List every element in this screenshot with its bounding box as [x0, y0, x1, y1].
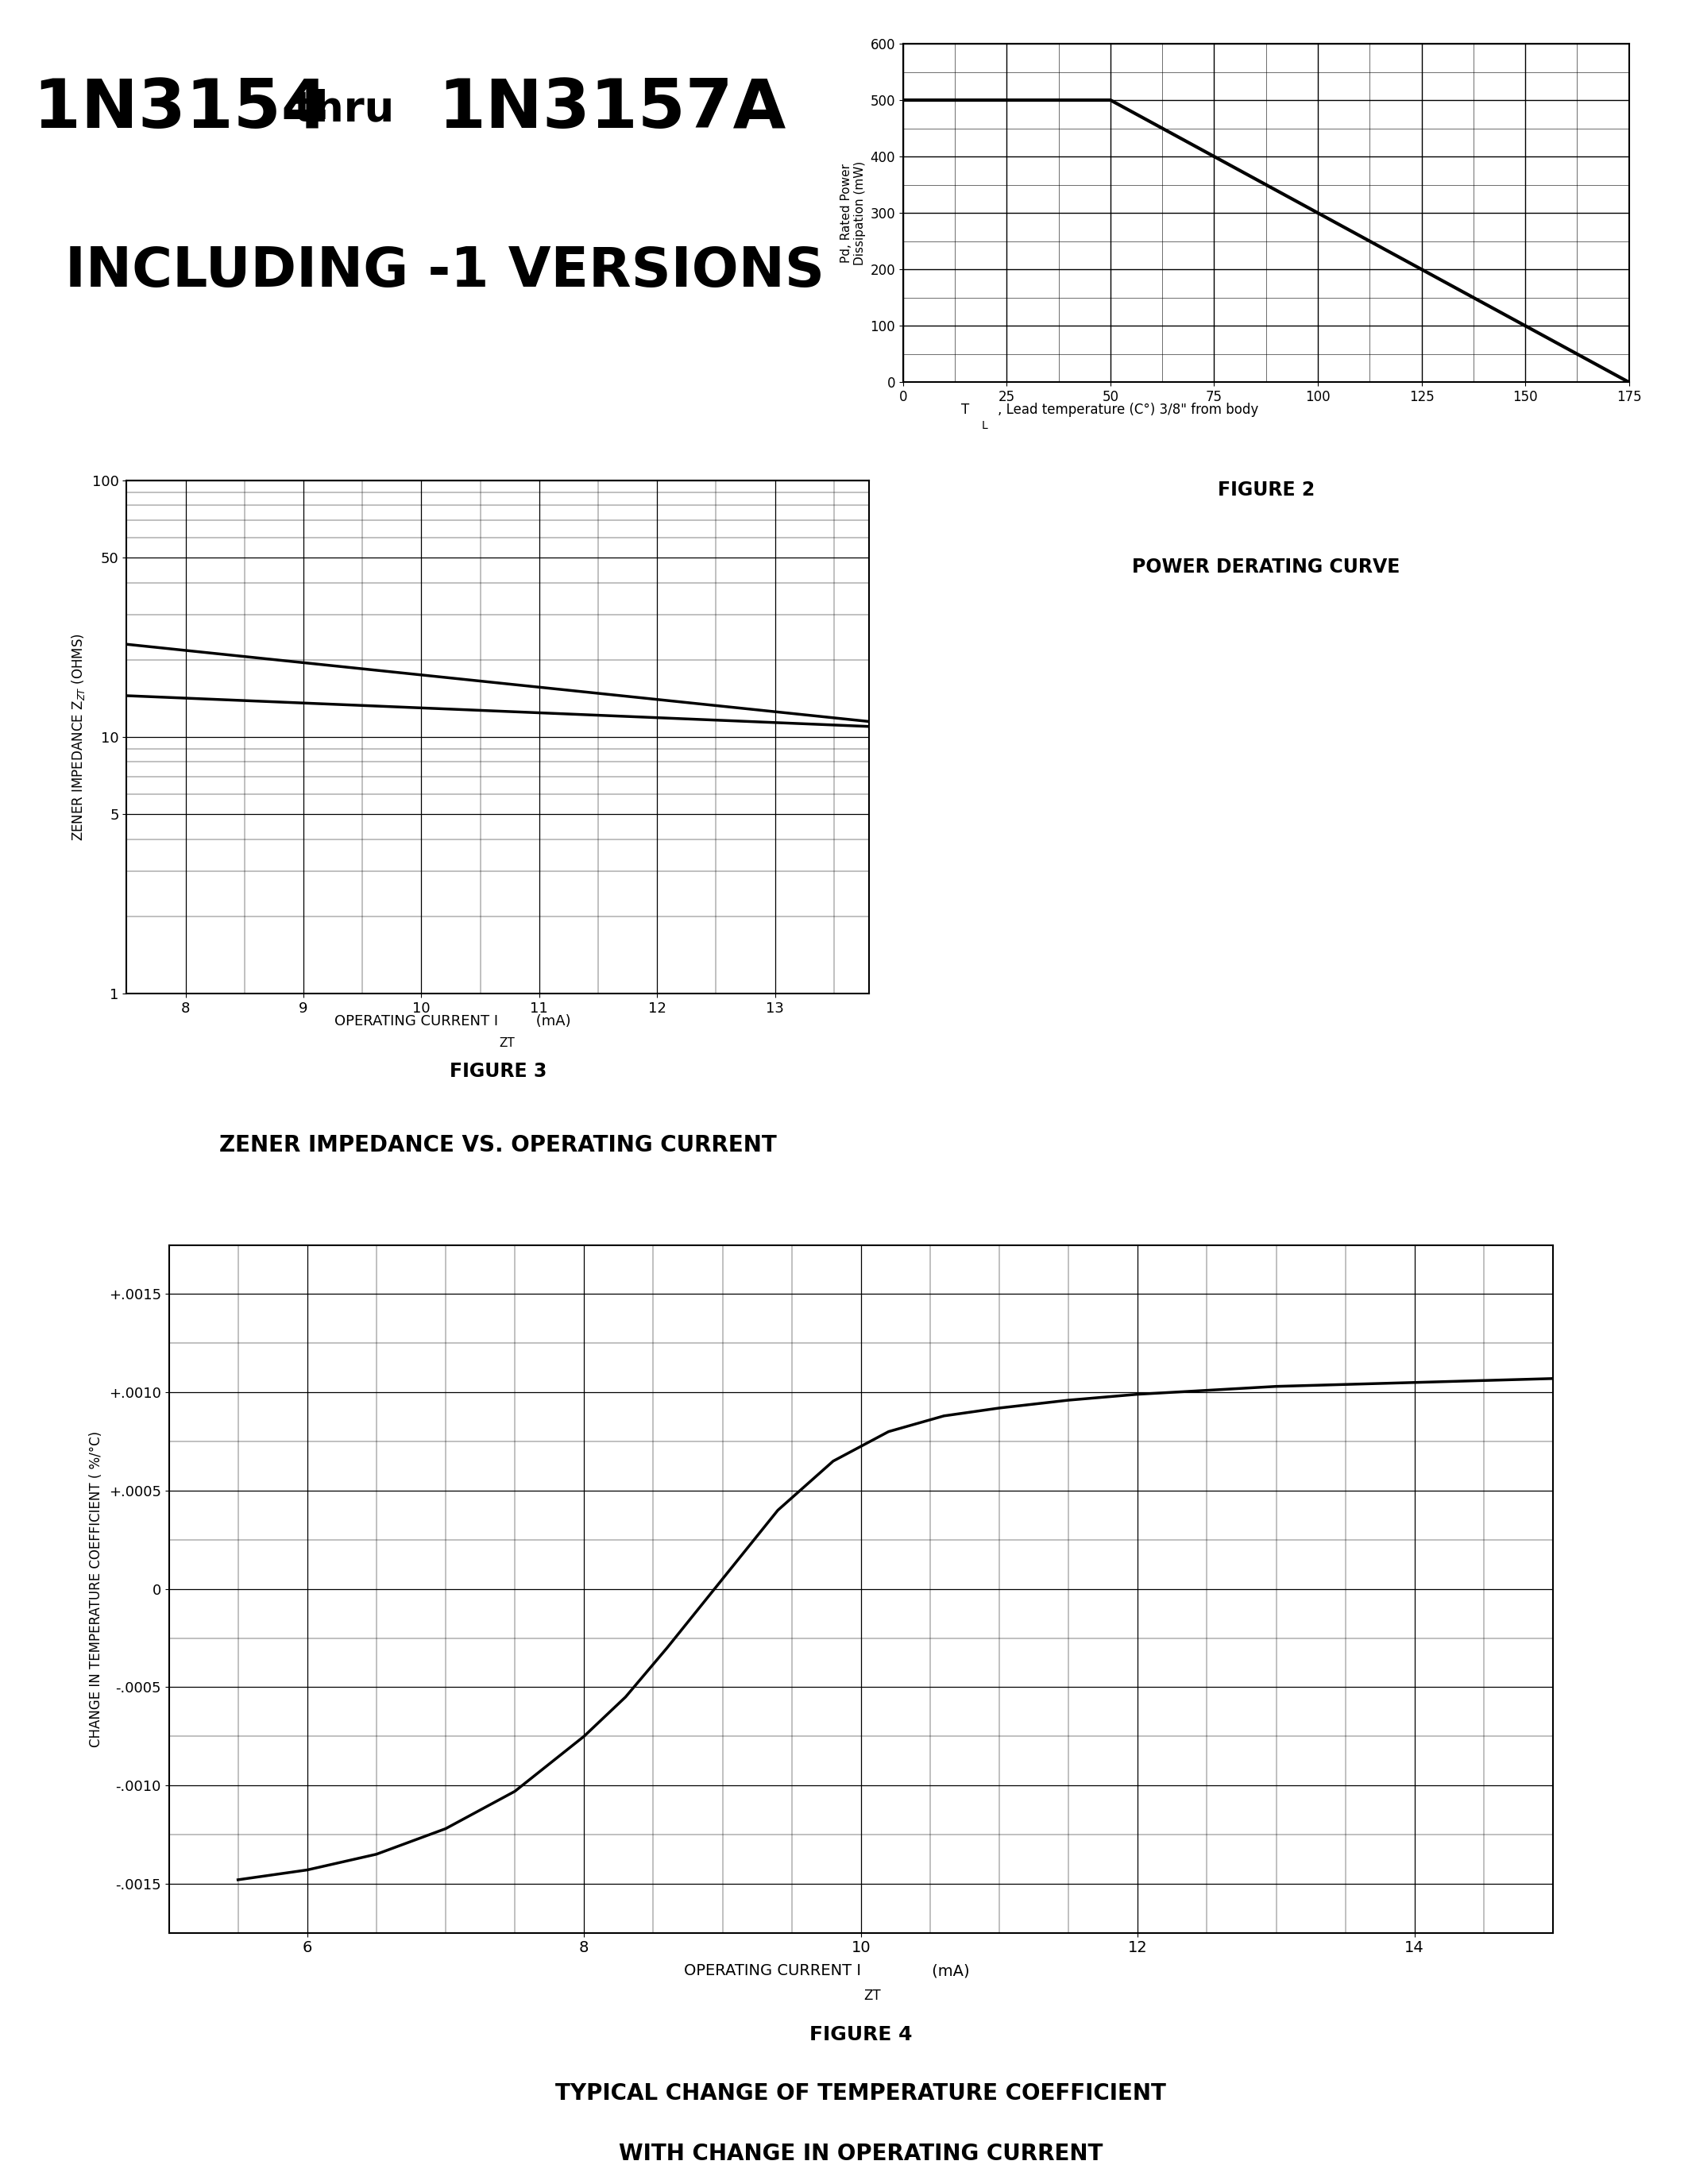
Text: ZT: ZT — [864, 1987, 881, 2003]
Text: FIGURE 4: FIGURE 4 — [810, 2025, 912, 2044]
Text: L: L — [981, 419, 987, 432]
Text: POWER DERATING CURVE: POWER DERATING CURVE — [1133, 557, 1399, 577]
Y-axis label: Pd, Rated Power
Dissipation (mW): Pd, Rated Power Dissipation (mW) — [841, 162, 866, 264]
Y-axis label: CHANGE IN TEMPERATURE COEFFICIENT ( %/°C): CHANGE IN TEMPERATURE COEFFICIENT ( %/°C… — [89, 1431, 103, 1747]
Y-axis label: ZENER IMPEDANCE Z$_{ZT}$ (OHMS): ZENER IMPEDANCE Z$_{ZT}$ (OHMS) — [69, 633, 86, 841]
Text: OPERATING CURRENT I: OPERATING CURRENT I — [334, 1013, 498, 1029]
Text: ZENER IMPEDANCE VS. OPERATING CURRENT: ZENER IMPEDANCE VS. OPERATING CURRENT — [219, 1133, 776, 1158]
Text: (mA): (mA) — [927, 1963, 971, 1979]
Text: thru: thru — [294, 90, 408, 129]
Text: FIGURE 3: FIGURE 3 — [449, 1061, 547, 1081]
Text: 1N3154: 1N3154 — [34, 76, 353, 142]
Text: T: T — [960, 402, 969, 417]
Text: WITH CHANGE IN OPERATING CURRENT: WITH CHANGE IN OPERATING CURRENT — [619, 2143, 1102, 2164]
Text: , Lead temperature (C°) 3/8" from body: , Lead temperature (C°) 3/8" from body — [998, 402, 1258, 417]
Text: INCLUDING -1 VERSIONS: INCLUDING -1 VERSIONS — [64, 245, 824, 297]
Text: TYPICAL CHANGE OF TEMPERATURE COEFFICIENT: TYPICAL CHANGE OF TEMPERATURE COEFFICIEN… — [555, 2081, 1166, 2105]
Text: (mA): (mA) — [532, 1013, 571, 1029]
Text: ZT: ZT — [500, 1037, 515, 1048]
Text: OPERATING CURRENT I: OPERATING CURRENT I — [684, 1963, 861, 1979]
Text: FIGURE 2: FIGURE 2 — [1217, 480, 1315, 500]
Text: 1N3157A: 1N3157A — [437, 76, 785, 142]
